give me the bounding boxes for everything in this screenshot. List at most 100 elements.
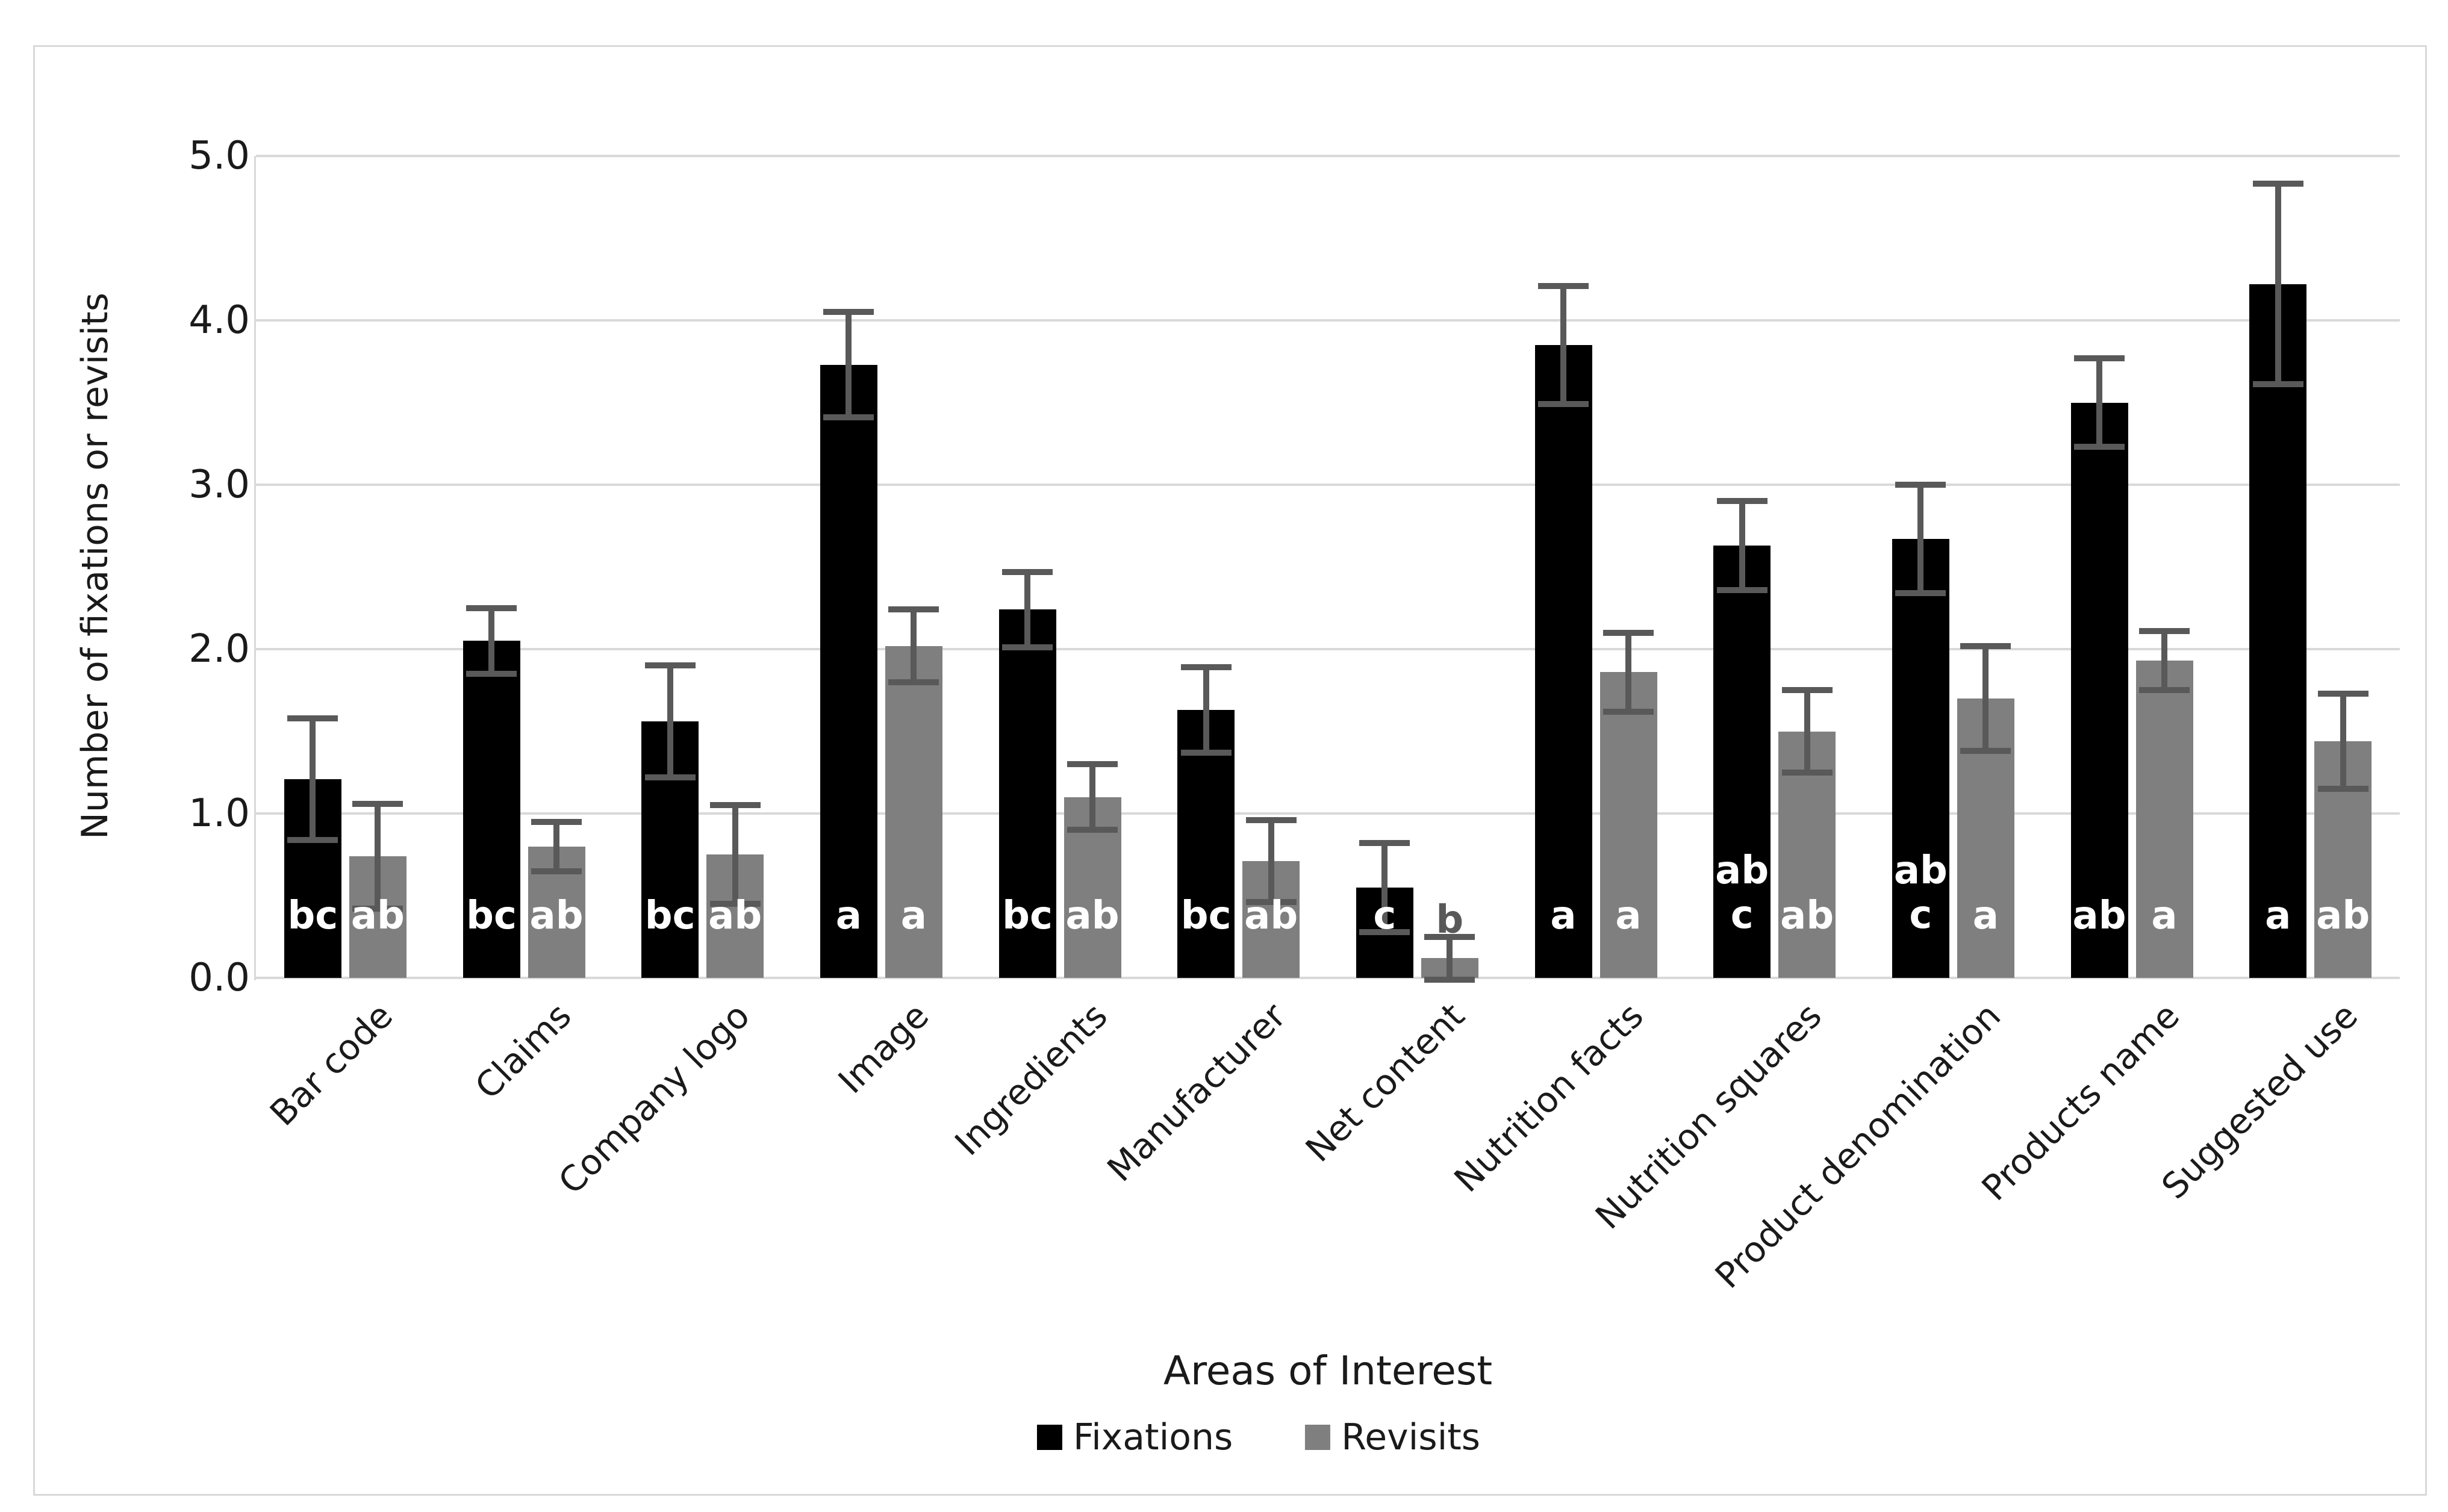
error-bar-fixations-net-content	[1381, 843, 1388, 932]
error-bar-cap	[709, 802, 761, 809]
legend-item-fixations: Fixations	[1036, 1416, 1233, 1458]
significance-letter-revisits-company-logo: ab	[708, 894, 762, 938]
error-bar-cap	[1424, 976, 1475, 983]
error-bar-cap	[2317, 690, 2369, 697]
error-bar-cap	[644, 662, 696, 669]
error-bar-cap	[2317, 786, 2369, 792]
error-bar-revisits-bar-code	[375, 803, 381, 909]
bar-fixations-nutrition-squares	[1713, 546, 1771, 978]
legend-swatch-revisits	[1305, 1425, 1331, 1450]
error-bar-cap	[888, 679, 939, 685]
error-bar-cap	[1245, 817, 1297, 823]
error-bar-revisits-nutrition-squares	[1804, 690, 1810, 773]
error-bar-cap	[2139, 627, 2190, 634]
error-bar-fixations-suggested-use	[2275, 184, 2281, 385]
bar-revisits-products-name	[2135, 661, 2193, 978]
significance-letter-fixations-manufacturer: bc	[1180, 894, 1232, 938]
error-bar-cap	[1359, 929, 1410, 935]
error-bar-cap	[1716, 586, 1767, 593]
legend-label: Revisits	[1341, 1416, 1481, 1458]
error-bar-cap	[287, 715, 338, 721]
significance-letter-fixations-claims: bc	[466, 894, 517, 938]
significance-letter-fixations-suggested-use: a	[2265, 894, 2291, 938]
error-bar-revisits-claims	[553, 821, 559, 871]
gridline	[256, 977, 2400, 979]
error-bar-revisits-products-name	[2161, 630, 2167, 691]
plot-area: bc ab bc ab bc ab a a bc ab bc ab c b a a ab c ab ab c a ab a…	[254, 155, 2400, 983]
legend-item-revisits: Revisits	[1305, 1416, 1480, 1458]
error-bar-cap	[466, 670, 517, 677]
y-axis-title: Number of fixations or revisits	[74, 293, 116, 839]
significance-letter-fixations-net-content: c	[1373, 894, 1397, 938]
error-bar-cap	[709, 901, 761, 907]
bar-fixations-product-denomination	[1892, 539, 1949, 978]
legend-swatch-fixations	[1036, 1425, 1062, 1450]
gridline	[256, 319, 2400, 322]
error-bar-revisits-product-denomination	[1982, 646, 1989, 751]
error-bar-cap	[823, 309, 874, 316]
significance-letter-revisits-suggested-use: ab	[2316, 894, 2370, 938]
y-tick-label: 5.0	[188, 134, 250, 178]
significance-letter-revisits-nutrition-facts: a	[1615, 894, 1642, 938]
error-bar-cap	[1538, 401, 1589, 408]
error-bar-revisits-suggested-use	[2340, 693, 2346, 789]
significance-letter-fixations-products-name: ab	[2072, 894, 2126, 938]
significance-letter-revisits-bar-code: ab	[350, 894, 405, 938]
error-bar-cap	[1245, 899, 1297, 906]
error-bar-revisits-net-content	[1447, 936, 1453, 980]
error-bar-cap	[1002, 644, 1053, 651]
error-bar-fixations-claims	[488, 608, 494, 674]
bar-revisits-nutrition-facts	[1599, 672, 1657, 978]
legend: Fixations Revisits	[1036, 1416, 1480, 1458]
error-bar-cap	[1895, 482, 1946, 488]
significance-letter-revisits-ingredients: ab	[1065, 894, 1120, 938]
significance-letter-revisits-nutrition-squares: ab	[1780, 894, 1834, 938]
error-bar-cap	[1716, 498, 1767, 505]
error-bar-cap	[352, 906, 403, 912]
y-axis-line	[254, 156, 256, 980]
error-bar-cap	[1781, 769, 1833, 776]
y-tick-label: 1.0	[188, 791, 250, 836]
error-bar-cap	[1067, 761, 1118, 768]
error-bar-cap	[1603, 629, 1654, 636]
error-bar-cap	[1180, 749, 1232, 756]
bar-fixations-products-name	[2070, 402, 2128, 978]
error-bar-cap	[2252, 181, 2303, 187]
error-bar-cap	[531, 818, 582, 825]
error-bar-revisits-manufacturer	[1268, 820, 1274, 903]
error-bar-cap	[2074, 444, 2125, 450]
significance-letter-fixations-image: a	[835, 894, 862, 938]
error-bar-fixations-ingredients	[1024, 571, 1030, 648]
error-bar-fixations-manufacturer	[1203, 667, 1209, 753]
error-bar-cap	[2252, 381, 2303, 388]
error-bar-cap	[2074, 355, 2125, 361]
y-tick-label: 2.0	[188, 627, 250, 671]
significance-letter-fixations-product-denomination: ab c	[1893, 848, 1948, 938]
error-bar-revisits-ingredients	[1089, 764, 1095, 830]
error-bar-cap	[352, 800, 403, 807]
error-bar-revisits-nutrition-facts	[1625, 632, 1631, 712]
significance-letter-revisits-net-content: b	[1436, 898, 1464, 943]
error-bar-cap	[1067, 827, 1118, 833]
error-bar-cap	[1895, 590, 1946, 597]
error-bar-cap	[1603, 708, 1654, 715]
error-bar-fixations-products-name	[2096, 358, 2102, 447]
bar-fixations-image	[820, 364, 877, 978]
error-bar-revisits-company-logo	[732, 805, 738, 904]
error-bar-fixations-nutrition-squares	[1739, 501, 1745, 590]
bar-fixations-ingredients	[998, 609, 1056, 978]
significance-letter-fixations-nutrition-facts: a	[1550, 894, 1577, 938]
error-bar-revisits-image	[911, 609, 917, 682]
error-bar-cap	[1180, 664, 1232, 671]
error-bar-cap	[1424, 933, 1475, 940]
significance-letter-revisits-claims: ab	[529, 894, 584, 938]
error-bar-cap	[644, 774, 696, 780]
y-tick-label: 3.0	[188, 462, 250, 507]
bar-revisits-image	[885, 646, 942, 978]
significance-letter-revisits-manufacturer: ab	[1244, 894, 1298, 938]
error-bar-fixations-product-denomination	[1917, 485, 1924, 594]
error-bar-cap	[888, 606, 939, 613]
error-bar-fixations-nutrition-facts	[1560, 285, 1566, 405]
error-bar-cap	[1960, 748, 2011, 754]
